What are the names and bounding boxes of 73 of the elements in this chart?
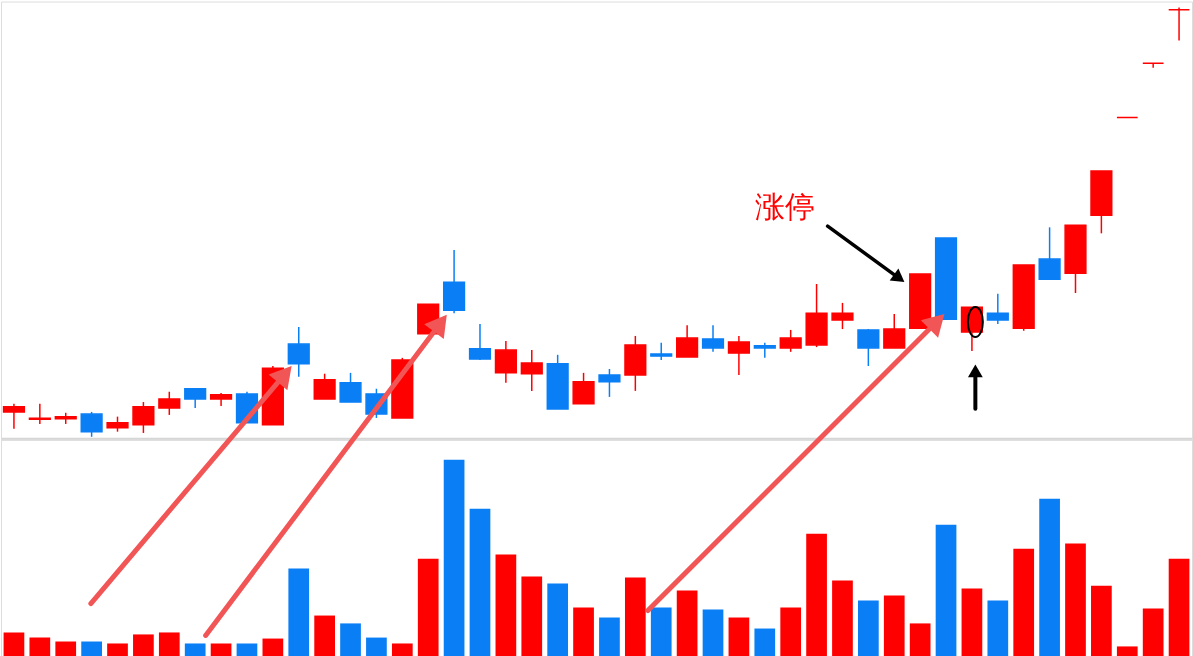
candlestick: [1142, 62, 1165, 69]
bar: [184, 643, 206, 656]
bar: [1142, 608, 1164, 656]
bar: [495, 554, 517, 656]
bar: [288, 568, 310, 656]
bar: [133, 634, 154, 656]
bar: [883, 595, 905, 656]
bar: [81, 641, 102, 656]
candlestick: [779, 329, 802, 353]
candlestick: [1038, 226, 1061, 281]
bar: [314, 615, 335, 656]
bar: [340, 623, 361, 656]
candlestick: [753, 342, 776, 359]
bar: [1116, 646, 1138, 656]
bar: [935, 524, 957, 656]
bar: [158, 632, 180, 656]
bar: [573, 607, 594, 656]
bar: [858, 600, 879, 656]
bar: [29, 637, 51, 656]
bar: [210, 643, 232, 656]
candlestick: [339, 372, 362, 403]
candlestick: [650, 342, 673, 361]
bar: [728, 617, 750, 656]
candlestick: [2, 403, 26, 430]
candlestick: [701, 324, 725, 353]
candlestick: [313, 372, 336, 400]
candlestick: [468, 323, 492, 361]
bar: [469, 508, 491, 656]
bar: [55, 641, 77, 656]
candlestick: [184, 387, 207, 409]
bar: [624, 577, 646, 656]
bar: [702, 609, 724, 656]
bar: [236, 643, 258, 656]
candlestick: [676, 324, 699, 358]
candlestick: [883, 313, 906, 349]
bar: [391, 643, 413, 656]
candlestick: [520, 349, 543, 392]
bar: [366, 637, 387, 656]
annotation: 涨停: [754, 189, 815, 225]
candlestick: [132, 401, 155, 434]
candlestick: [80, 411, 103, 438]
candlestick: [986, 293, 1009, 325]
candlestick: [572, 372, 595, 405]
bar: [1091, 585, 1112, 656]
bar: [547, 583, 569, 656]
bar: [987, 600, 1009, 656]
candlestick: [831, 302, 854, 330]
candlestick: [727, 335, 751, 376]
candlestick: [857, 328, 880, 367]
bar: [3, 632, 25, 656]
bar: [806, 533, 827, 656]
bar: [650, 607, 672, 656]
candlestick: [1167, 6, 1191, 42]
bar: [961, 588, 983, 656]
bar: [676, 590, 698, 656]
bar: [1039, 498, 1060, 656]
bar: [909, 623, 931, 656]
bar: [417, 558, 439, 656]
bar: [443, 459, 465, 656]
bar: [107, 643, 128, 656]
bar: [832, 580, 853, 656]
candlestick: [494, 340, 517, 384]
candlestick: [598, 368, 621, 398]
bar: [1065, 543, 1086, 656]
bar: [1168, 558, 1190, 656]
bar: [599, 617, 620, 656]
bar: [521, 576, 543, 656]
bar: [780, 607, 802, 656]
bar: [1013, 548, 1035, 656]
candlestick: [158, 390, 181, 416]
candlestick: [287, 326, 310, 378]
bar: [754, 628, 776, 656]
bar: [262, 638, 284, 656]
